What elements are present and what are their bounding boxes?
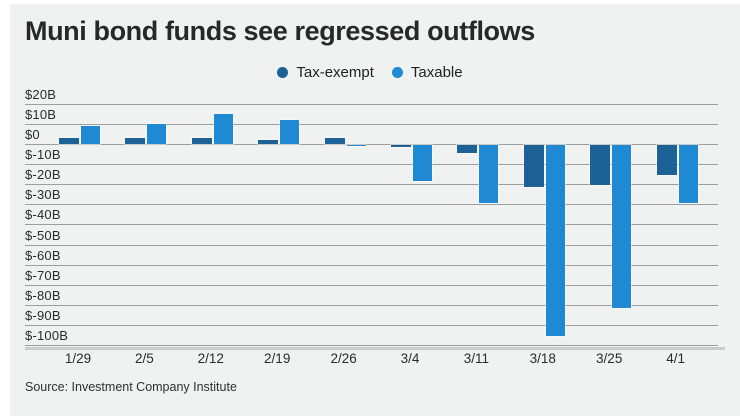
x-axis-tick-label: 2/12 [197,351,224,366]
bar-taxable-3-25 [612,145,632,308]
bar-taxable-3-11 [479,145,499,204]
gridline [25,124,718,126]
bar-taxable-4-1 [678,145,698,204]
chart-title: Muni bond funds see regressed outflows [25,16,535,46]
gridline [25,304,718,306]
y-axis-tick-label: $-50B [25,227,61,243]
bar-tax-exempt-2-26 [324,138,345,145]
bar-tax-exempt-2-5 [125,138,146,145]
x-axis-line [25,346,725,350]
x-axis-tick-label: 2/5 [135,351,154,366]
legend-dot-icon [391,66,403,78]
gridline [25,104,718,105]
x-axis-tick-label: 1/29 [64,351,92,366]
bar-tax-exempt-4-1 [656,145,677,176]
bar-taxable-1-29 [81,126,100,145]
bar-taxable-3-4 [413,145,432,182]
legend-label: Tax-exempt [296,63,374,81]
y-axis-tick-label: $-20B [25,167,61,183]
gridline [25,264,718,266]
bar-taxable-2-26 [346,145,366,147]
bar-taxable-2-19 [280,120,300,145]
y-axis-tick-label: $0 [25,127,40,143]
y-axis-tick-label: $-70B [25,267,61,283]
y-axis-tick-label: $-100B [25,327,69,343]
x-axis-tick-label: 2/26 [330,351,357,366]
gridline [25,344,718,346]
gridline [25,244,718,246]
x-axis-tick-label: 3/18 [529,351,556,366]
y-axis-tick-label: $-60B [25,247,61,263]
gridline [25,284,718,286]
legend-dot-icon [277,66,289,78]
y-axis-tick-label: $-40B [25,207,61,223]
legend: Tax-exempt Taxable [0,62,740,82]
bar-taxable-2-5 [147,124,167,145]
y-axis-tick-label: $-80B [25,287,61,303]
gridline [25,204,718,206]
bar-tax-exempt-2-19 [258,140,279,145]
gridline [25,184,718,186]
legend-label: Taxable [410,63,463,81]
y-axis-tick-label: $-30B [25,187,61,203]
gridline [25,224,718,226]
bar-tax-exempt-3-11 [457,145,478,154]
legend-item-tax-exempt: Tax-exempt [277,64,374,81]
y-axis-tick-label: $-90B [25,307,61,323]
bar-tax-exempt-3-18 [523,145,544,188]
y-axis-tick-label: $20B [25,87,57,102]
gridline [25,164,718,166]
bar-tax-exempt-3-4 [391,145,411,148]
x-axis-tick-label: 3/11 [463,351,490,366]
legend-item-taxable: Taxable [391,63,463,81]
bar-taxable-2-12 [213,114,233,145]
gridline [25,144,718,146]
x-axis-tick-label: 3/4 [400,351,420,366]
bar-tax-exempt-2-12 [191,138,212,145]
bar-taxable-3-18 [545,145,565,336]
x-axis-tick-label: 4/1 [666,351,685,366]
x-axis-tick-label: 2/19 [264,351,291,366]
bar-tax-exempt-3-25 [590,145,611,186]
y-axis-tick-label: $-10B [25,147,61,163]
x-axis-tick-label: 3/25 [596,351,623,366]
gridline [25,324,718,326]
y-axis-tick-label: $10B [25,107,57,123]
bar-tax-exempt-1-29 [59,138,79,145]
source-note: Source: Investment Company Institute [25,380,237,394]
